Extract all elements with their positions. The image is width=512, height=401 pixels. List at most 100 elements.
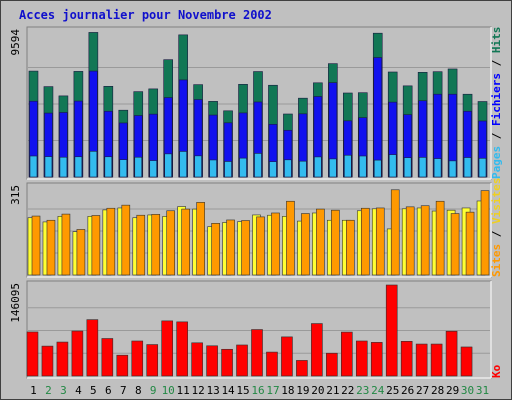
x-tick-label: 5 [90, 384, 97, 397]
chart-title: Acces journalier pour Novembre 2002 [19, 8, 272, 22]
x-tick-label: 27 [416, 384, 429, 397]
x-tick-label: 10 [162, 384, 175, 397]
bar-ko-6 [101, 338, 114, 377]
bar-pages-23 [358, 155, 367, 178]
bar-pages-20 [314, 156, 322, 178]
bar-pages-14 [224, 161, 232, 178]
bar-ko-24 [370, 342, 383, 377]
bar-pages-21 [329, 158, 337, 178]
bar-sites-31 [480, 190, 490, 276]
bar-sites-21 [331, 209, 340, 276]
x-tick-label: 3 [60, 384, 67, 397]
series-legend-label: Ko [490, 364, 503, 378]
bar-ko-13 [206, 345, 218, 377]
x-tick-label: 20 [311, 384, 324, 397]
bar-pages-30 [463, 157, 472, 178]
bar-ko-3 [56, 341, 69, 377]
x-tick-label: 7 [120, 384, 127, 397]
bar-sites-13 [211, 223, 220, 276]
legend-part: Fichiers [490, 73, 503, 126]
x-tick-label: 26 [401, 384, 414, 397]
bar-pages-22 [344, 154, 352, 178]
bar-sites-4 [76, 229, 86, 276]
legend-part: / [490, 53, 503, 73]
x-tick-label: 21 [326, 384, 339, 397]
bar-sites-20 [316, 208, 325, 276]
bar-pages-12 [194, 155, 202, 178]
x-tick-label: 15 [236, 384, 249, 397]
bar-ko-12 [191, 342, 203, 377]
bar-pages-1 [29, 155, 38, 178]
bar-pages-17 [269, 161, 277, 178]
bar-ko-9 [146, 344, 159, 377]
legend-part: Pages [490, 146, 503, 179]
bar-ko-17 [266, 351, 278, 377]
x-tick-label: 18 [281, 384, 294, 397]
bar-ko-16 [251, 329, 263, 377]
x-tick-label: 28 [431, 384, 444, 397]
bar-pages-26 [403, 157, 412, 178]
legend-part: Hits [490, 27, 503, 54]
bar-ko-22 [341, 331, 353, 377]
x-tick-label: 12 [192, 384, 205, 397]
bar-sites-18 [286, 200, 295, 276]
bar-ko-10 [161, 320, 173, 377]
bar-ko-27 [415, 343, 428, 377]
bar-pages-5 [89, 150, 98, 178]
bar-pages-6 [104, 156, 113, 178]
x-tick-label: 1 [30, 384, 37, 397]
x-tick-label: 4 [75, 384, 82, 397]
bar-ko-4 [71, 330, 84, 377]
bar-ko-2 [41, 345, 54, 377]
bar-ko-28 [430, 343, 443, 377]
bar-sites-5 [91, 215, 101, 276]
bar-pages-11 [179, 151, 187, 178]
bar-sites-11 [181, 208, 190, 276]
bar-ko-19 [296, 360, 308, 377]
bar-pages-25 [388, 154, 397, 178]
x-tick-label: 14 [221, 384, 235, 397]
x-tick-label: 22 [341, 384, 354, 397]
bar-ko-20 [311, 323, 323, 377]
bar-fichiers-24 [373, 57, 383, 178]
bar-pages-9 [149, 160, 158, 178]
max-label: 146095 [9, 283, 22, 323]
bar-pages-10 [164, 153, 172, 178]
bar-pages-19 [299, 160, 307, 178]
bar-ko-5 [86, 319, 99, 377]
bar-pages-13 [209, 159, 217, 178]
x-tick-label: 9 [150, 384, 157, 397]
bar-sites-12 [196, 202, 205, 276]
bar-sites-2 [46, 219, 56, 276]
bar-pages-15 [239, 157, 247, 178]
panel-ko: 146095 Ko [9, 280, 503, 379]
x-tick-label: 2 [45, 384, 52, 397]
legend-part: / [490, 126, 503, 146]
bar-sites-28 [435, 200, 445, 276]
bar-pages-4 [74, 156, 83, 178]
bar-sites-23 [360, 207, 370, 276]
legend-part: / [490, 224, 503, 244]
bar-ko-7 [116, 354, 129, 377]
x-tick-label: 30 [461, 384, 474, 397]
bar-sites-24 [375, 207, 385, 276]
x-tick-label: 13 [206, 384, 219, 397]
x-tick-label: 6 [105, 384, 112, 397]
x-tick-label: 31 [476, 384, 489, 397]
bar-ko-23 [355, 340, 368, 377]
bar-sites-17 [271, 212, 280, 276]
bar-pages-29 [448, 160, 457, 178]
panel-visites-sites: 315 Sites / Visites [9, 178, 503, 278]
panel-pages-fichiers-hits: 9594 Pages / Fichiers / Hits [9, 26, 503, 180]
x-tick-label: 25 [386, 384, 399, 397]
bar-ko-11 [176, 321, 188, 377]
max-label: 315 [9, 185, 22, 205]
bar-sites-9 [151, 214, 161, 276]
legend-part: Ko [490, 364, 503, 378]
bar-ko-25 [385, 284, 398, 377]
bar-pages-24 [373, 159, 382, 178]
x-tick-label: 29 [446, 384, 459, 397]
bar-ko-18 [281, 336, 293, 377]
bar-pages-31 [478, 157, 487, 178]
